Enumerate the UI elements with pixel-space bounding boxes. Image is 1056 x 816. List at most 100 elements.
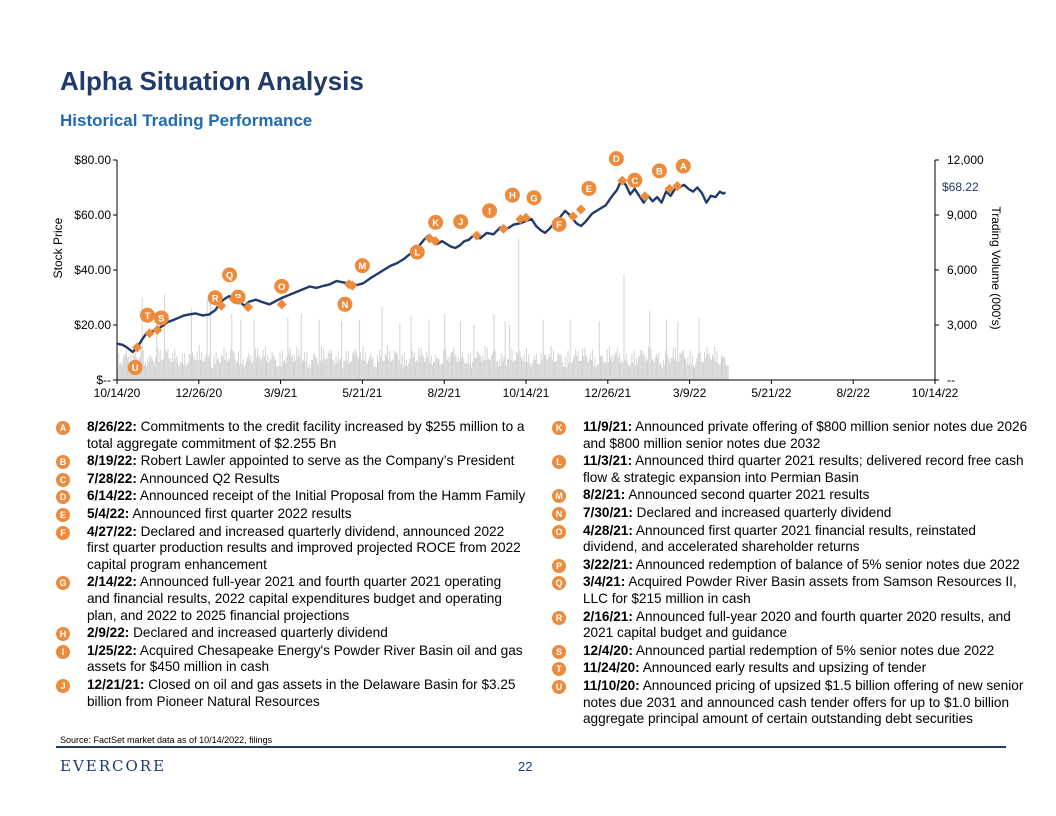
volume-bar: [280, 366, 282, 380]
event-letter-badge: Q: [552, 576, 566, 591]
event-letter-badge: R: [552, 610, 566, 625]
event-letter-badge: A: [56, 421, 70, 435]
volume-bar: [379, 349, 381, 380]
event-description: Declared and increased quarterly dividen…: [129, 625, 388, 641]
volume-bar: [183, 363, 185, 380]
event-diamond-p: [243, 302, 254, 313]
volume-bar: [667, 354, 669, 380]
volume-bar: [599, 356, 601, 380]
volume-bar: [558, 354, 560, 380]
volume-bar: [369, 357, 371, 380]
volume-bar: [489, 359, 491, 380]
volume-bar: [156, 314, 158, 380]
volume-bar: [292, 361, 294, 380]
volume-bar: [650, 348, 652, 380]
volume-bar: [555, 362, 557, 380]
event-badge-o: [274, 278, 290, 294]
volume-bar: [402, 366, 404, 380]
event-letter-badge: U: [552, 679, 566, 694]
volume-bar: [205, 354, 207, 380]
volume-bar: [238, 351, 240, 380]
volume-bar: [696, 358, 698, 380]
volume-bar: [372, 356, 374, 380]
event-letter-badge: C: [56, 472, 70, 487]
volume-bar: [407, 366, 409, 380]
volume-bar: [142, 350, 144, 380]
volume-bar: [703, 362, 705, 380]
volume-bar: [249, 359, 251, 380]
volume-bar: [173, 361, 175, 380]
volume-bar: [629, 366, 631, 380]
volume-bar: [417, 361, 419, 380]
volume-bar: [717, 363, 719, 380]
volume-bar: [519, 350, 521, 380]
volume-bar: [346, 361, 348, 380]
event-letter-badge: I: [56, 644, 70, 659]
event-letter-badge: O: [552, 524, 566, 539]
event-badge-label: S: [158, 313, 164, 324]
x-tick-label: 5/21/22: [751, 386, 791, 400]
volume-bar: [170, 362, 172, 380]
volume-bar: [491, 355, 493, 380]
volume-bar: [464, 363, 466, 380]
volume-bar: [546, 359, 548, 380]
volume-bar: [197, 359, 199, 380]
volume-bar: [543, 355, 545, 380]
volume-bar: [467, 354, 469, 380]
volume-bar: [193, 356, 195, 380]
volume-bar: [710, 360, 712, 380]
volume-bar: [586, 357, 588, 380]
volume-bar: [313, 352, 315, 380]
volume-bar: [468, 364, 470, 380]
volume-bar: [432, 361, 434, 380]
y-tick-label: $60.00: [74, 208, 111, 222]
volume-bar: [671, 357, 673, 380]
volume-bar: [564, 366, 566, 380]
event-item-a: A 8/26/22: Commitments to the credit faci…: [56, 419, 526, 452]
event-item-m: M 8/2/21: Announced second quarter 2021 r…: [552, 487, 1032, 504]
volume-bar: [601, 356, 603, 380]
volume-bar: [246, 357, 248, 380]
volume-bar: [165, 350, 167, 380]
event-badge-m: [354, 258, 370, 274]
volume-bars: [117, 238, 729, 380]
volume-bar: [333, 359, 335, 380]
event-badge-label: M: [358, 261, 366, 272]
y2-axis-label: Trading Volume (000's): [989, 206, 1003, 329]
volume-bar: [648, 346, 650, 380]
volume-bar: [611, 355, 613, 380]
volume-bar: [425, 358, 427, 380]
event-description: Announced first quarter 2021 financial r…: [583, 522, 976, 555]
event-badge-h: [504, 187, 520, 203]
volume-bar: [634, 365, 636, 380]
volume-bar: [485, 360, 487, 380]
volume-bar: [455, 353, 457, 380]
volume-bar: [726, 365, 728, 380]
volume-bar: [224, 359, 226, 380]
event-item-f: F 4/27/22: Declared and increased quarter…: [56, 524, 526, 574]
volume-bar: [454, 356, 456, 380]
event-badge-label: R: [212, 293, 219, 304]
volume-bar: [381, 306, 383, 380]
volume-bar: [664, 351, 666, 380]
volume-bar: [355, 351, 357, 380]
volume-bar: [567, 350, 569, 380]
event-date: 3/22/21:: [583, 556, 633, 572]
volume-bar: [147, 358, 149, 380]
volume-bar: [476, 350, 478, 380]
volume-bar: [220, 361, 222, 380]
volume-bar: [415, 362, 417, 380]
volume-bar: [368, 360, 369, 380]
event-date: 4/27/22:: [87, 523, 137, 539]
event-description: Announced full-year 2020 and fourth quar…: [583, 608, 1011, 641]
volume-bar: [391, 360, 393, 380]
volume-bar: [278, 365, 280, 380]
volume-bar: [584, 347, 586, 380]
volume-bar: [511, 348, 513, 380]
volume-bar: [501, 353, 503, 380]
volume-bar: [250, 355, 252, 380]
volume-bar: [641, 350, 643, 380]
volume-bar: [175, 358, 177, 380]
volume-bar: [598, 321, 600, 380]
volume-bar: [159, 349, 161, 380]
